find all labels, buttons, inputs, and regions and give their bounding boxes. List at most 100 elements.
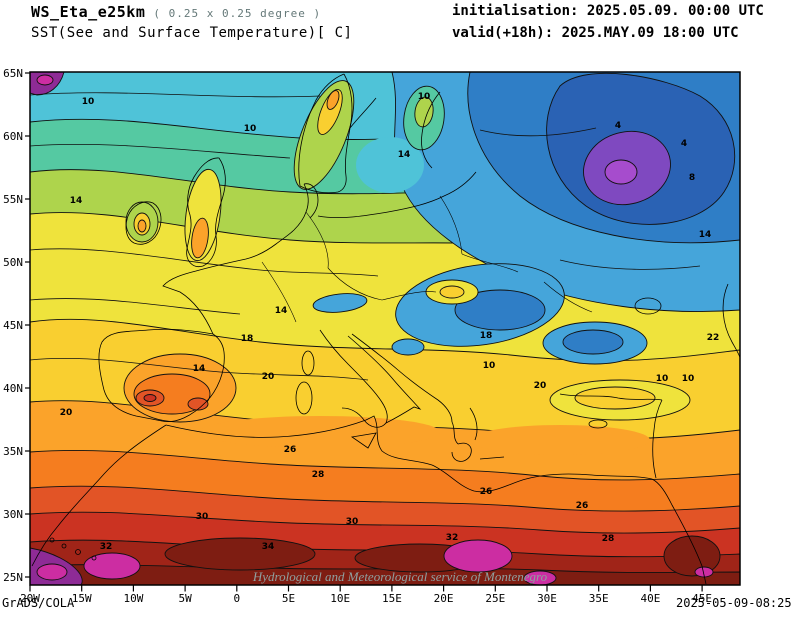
island-canary-1	[49, 537, 55, 543]
anatolia-warm-core	[574, 386, 656, 410]
magenta-hotspot-south	[523, 570, 557, 585]
contour-label-10: 10	[244, 124, 257, 134]
lat-label: 50N	[3, 256, 23, 269]
contour-label-10: 10	[682, 374, 695, 384]
grads-credit: GrADS/COLA	[2, 596, 75, 610]
coastline-finland	[421, 91, 441, 169]
balkan-cold-inner	[454, 289, 546, 331]
lat-label: 60N	[3, 130, 23, 143]
init-time: initialisation: 2025.05.09. 00:00 UTC	[452, 3, 764, 19]
coastline-morocco-atlantic	[31, 424, 167, 567]
mediterranean-east-sst	[470, 425, 650, 455]
lon-label: 15W	[72, 592, 92, 605]
coastline-turkey-south	[559, 393, 663, 401]
model-name: WS_Eta_e25km	[31, 3, 146, 21]
contour-label-14: 14	[193, 364, 206, 374]
contour-label-14: 14	[398, 150, 411, 160]
baltic-cool-patch	[356, 137, 424, 193]
contour-label-4: 4	[615, 121, 621, 131]
contour-label-22: 22	[707, 333, 720, 343]
contour-label-20: 20	[262, 372, 275, 382]
lat-label: 25N	[3, 571, 23, 584]
border-line	[381, 291, 437, 301]
ireland-hot-spot	[137, 219, 147, 233]
contour-label-10: 10	[483, 361, 496, 371]
lon-label: 30E	[537, 592, 557, 605]
coastline-adriatic	[351, 333, 453, 423]
coastline-france	[162, 229, 295, 335]
contour-label-10: 10	[82, 97, 95, 107]
coastline-sicily	[350, 432, 377, 449]
lat-label: 35N	[3, 445, 23, 458]
coastline-caspian-edge	[722, 283, 740, 359]
corner-sw-magenta	[36, 563, 68, 581]
axes: 65N 60N 55N 50N 45N 40N 35N 30N 25N 20W 15W 10W 5W 0 5…	[3, 67, 712, 605]
field-title: SST(See and Surface Temperature)[ C]	[31, 25, 353, 41]
contour-label-30: 30	[346, 517, 359, 527]
coastline-crete	[479, 456, 505, 460]
island-canary-4	[91, 555, 97, 561]
contour-line	[559, 259, 701, 270]
coastline-iberia	[98, 328, 225, 423]
contour-label-28: 28	[312, 470, 325, 480]
sahara-maroon-west	[164, 537, 316, 571]
contour-line	[30, 92, 321, 98]
britain-warm-core	[191, 217, 209, 259]
contour-line	[30, 357, 369, 381]
contour-label-4: 4	[681, 139, 687, 149]
border-line	[439, 195, 463, 255]
map-field: Hydrological and Meteorological service …	[30, 72, 740, 585]
extra-contours	[30, 92, 701, 381]
coastline-greece	[451, 407, 478, 462]
coastline-azov	[634, 297, 662, 315]
watermark: Hydrological and Meteorological service …	[252, 569, 548, 584]
lon-label: 5E	[282, 592, 295, 605]
lat-label: 40N	[3, 382, 23, 395]
contour-line	[30, 298, 241, 315]
header-left-line1: WS_Eta_e25km ( 0.25 x 0.25 degree )	[31, 3, 321, 21]
coastline-baltic-south	[317, 171, 477, 219]
model-resolution: ( 0.25 x 0.25 degree )	[153, 7, 322, 20]
coastline-corsica	[301, 350, 315, 376]
contour-label-20: 20	[534, 381, 547, 391]
coastline-north-africa	[165, 415, 707, 585]
contour-label-14: 14	[275, 306, 288, 316]
coastline-scandinavia	[298, 73, 377, 194]
magenta-hotspot-west	[83, 552, 141, 580]
render-timestamp: 2025-05-09-08:25	[676, 596, 792, 610]
contour-line	[479, 127, 597, 137]
coastline-cyprus	[588, 419, 608, 429]
magenta-hotspot-southeast	[694, 566, 714, 578]
lat-label: 65N	[3, 67, 23, 80]
scandinavia-hot-spot	[326, 90, 340, 110]
ne-cold-core-center	[604, 159, 638, 185]
contour-label-14: 14	[70, 196, 83, 206]
contour-line	[30, 248, 379, 277]
alps-cold-patch	[312, 293, 368, 313]
border-line	[461, 253, 519, 273]
contour-label-20: 20	[60, 408, 73, 418]
lon-label: 15E	[382, 592, 402, 605]
contour-label-18: 18	[480, 331, 493, 341]
contour-label-10: 10	[656, 374, 669, 384]
corner-nw-magenta	[36, 74, 54, 86]
redsea-maroon	[663, 535, 721, 577]
island-canary-2	[61, 543, 67, 549]
country-borders	[261, 195, 593, 323]
border-line	[327, 267, 383, 301]
border-line	[543, 281, 593, 313]
border-line	[305, 211, 329, 269]
contour-label-26: 26	[576, 501, 589, 511]
coastline-britain	[186, 157, 226, 268]
coastlines	[31, 73, 740, 585]
pannonia-warm-core	[439, 285, 465, 299]
lon-label: 25E	[485, 592, 505, 605]
lat-label: 55N	[3, 193, 23, 206]
contour-label-14: 14	[699, 230, 712, 240]
map-border	[29, 71, 741, 586]
coastline-sardinia	[295, 381, 313, 415]
lon-label: 40E	[640, 592, 660, 605]
contour-line	[30, 143, 291, 159]
contour-label-32: 32	[446, 533, 459, 543]
